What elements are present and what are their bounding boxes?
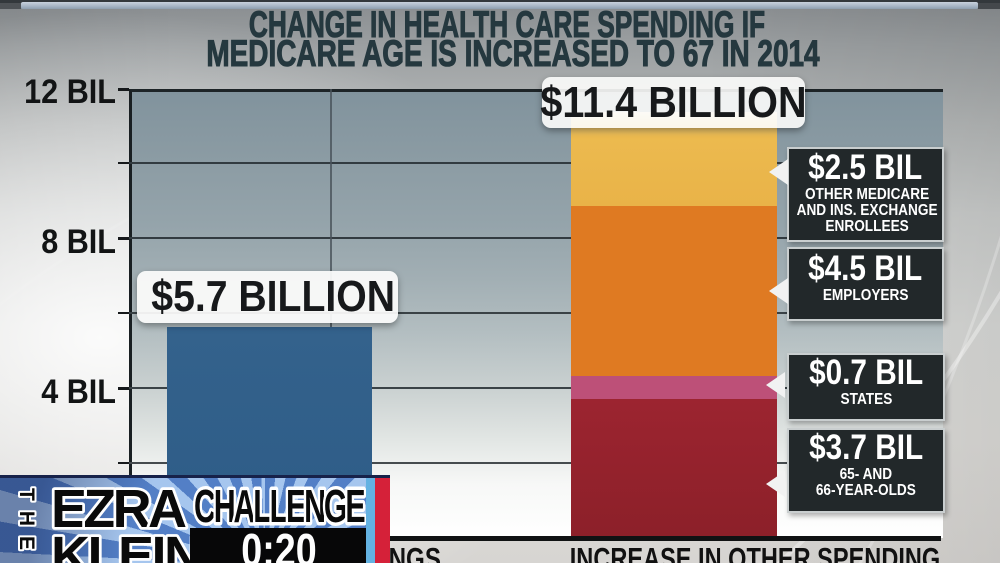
svg-text:CHALLENGE: CHALLENGE bbox=[194, 482, 366, 533]
svg-text:0:20: 0:20 bbox=[241, 524, 316, 563]
svg-text:THE: THE bbox=[15, 488, 38, 550]
svg-text:KLEIN: KLEIN bbox=[51, 526, 203, 563]
svg-text:EZRA: EZRA bbox=[51, 479, 187, 539]
